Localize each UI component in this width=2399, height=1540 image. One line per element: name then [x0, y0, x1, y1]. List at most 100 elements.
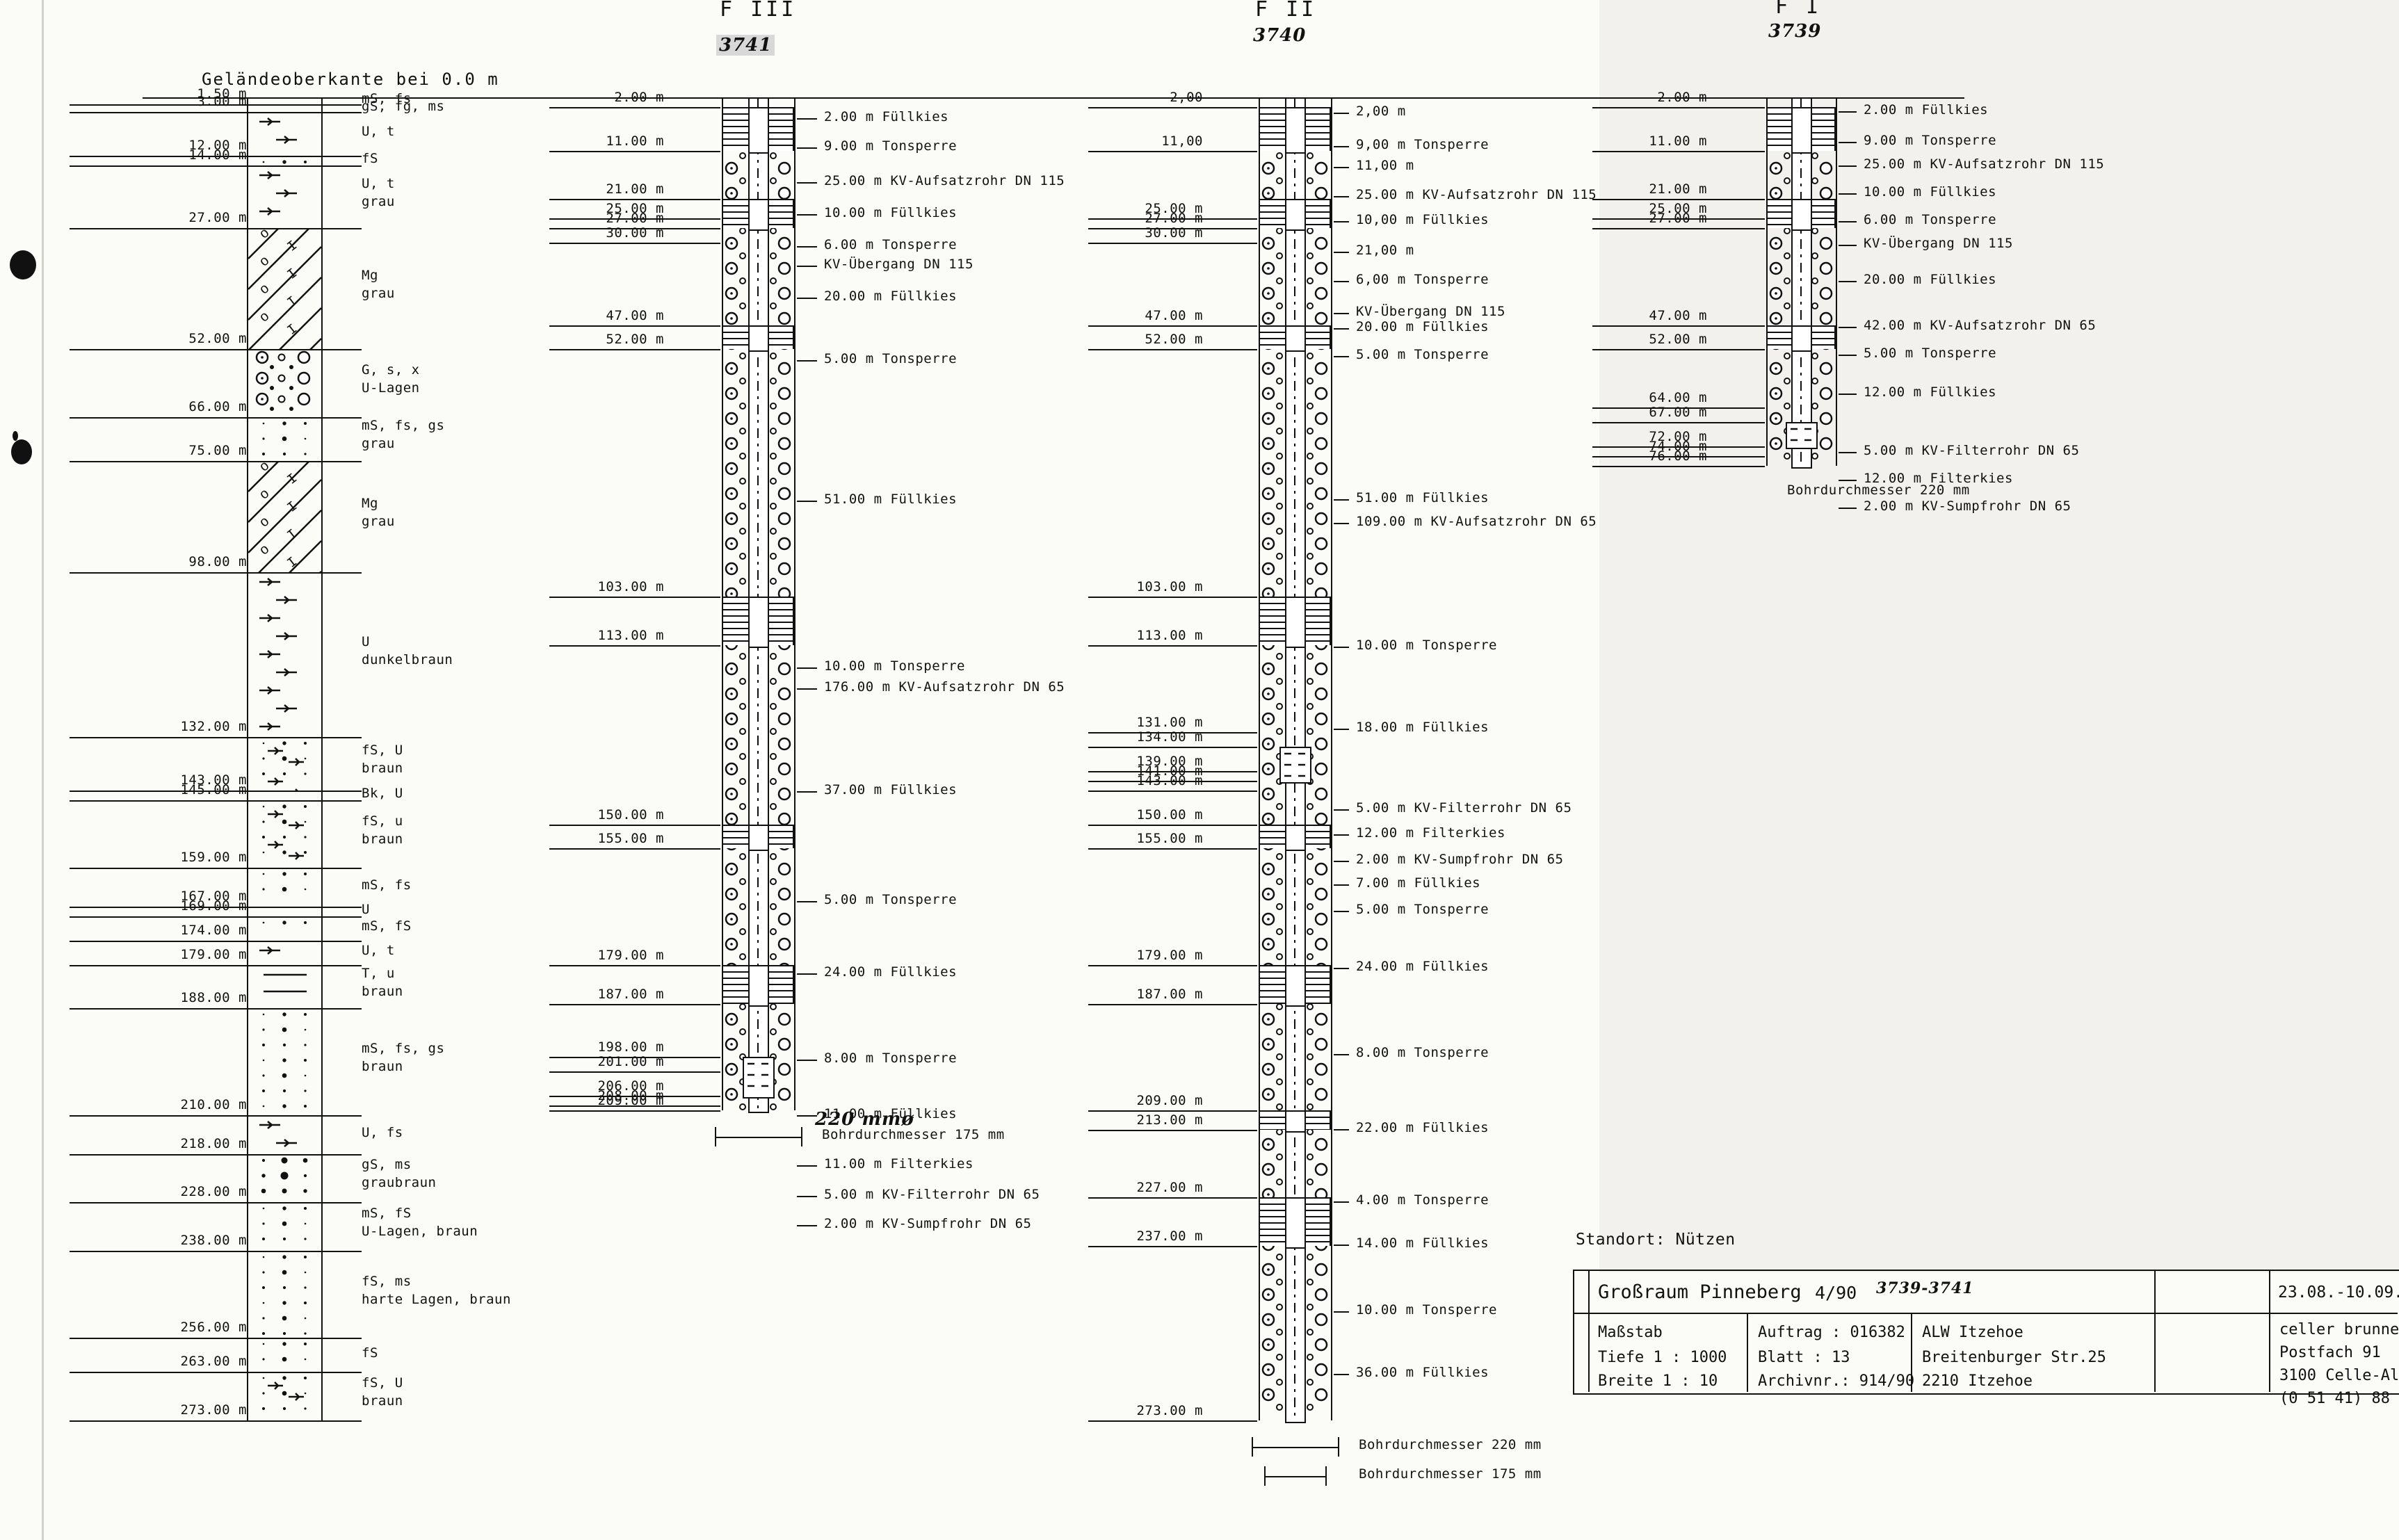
- well-callout: 2.00 m KV-Sumpfrohr DN 65: [1356, 852, 1564, 867]
- well-callout: 36.00 m Füllkies: [1356, 1365, 1489, 1380]
- well-depth-leader: [549, 1057, 720, 1059]
- well-depth-leader: [1592, 199, 1765, 201]
- litho-desc-line1: mS, fs, gs: [362, 418, 445, 434]
- well-annulus-left: [1766, 97, 1768, 466]
- callout-leader: [1334, 1245, 1349, 1246]
- lithology-depth-leader: [70, 940, 250, 942]
- well-callout: 10,00 m Füllkies: [1356, 212, 1489, 227]
- lithology-bed: [248, 1154, 321, 1203]
- well-depth-mark: 2.00 m: [614, 89, 664, 105]
- lithology-bed-boundary: [248, 800, 321, 802]
- lithology-desc-leader: [320, 460, 362, 462]
- callout-leader: [797, 182, 817, 184]
- callout-leader: [1334, 809, 1349, 811]
- titleblock-div-v0: [1588, 1270, 1590, 1392]
- well-depth-leader: [549, 106, 720, 108]
- well-depth-leader: [1592, 407, 1765, 410]
- lithology-desc-leader: [320, 916, 362, 918]
- callout-leader: [797, 1196, 817, 1197]
- lithology-bed: [248, 156, 321, 165]
- well-casing-in-seal: [748, 964, 769, 1007]
- well-callout: 109.00 m KV-Aufsatzrohr DN 65: [1356, 514, 1597, 529]
- lithology-depth-label: 14.00 m: [188, 147, 247, 163]
- well-depth-mark: 76.00 m: [1649, 448, 1707, 464]
- well-callout: 9.00 m Tonsperre: [824, 138, 958, 154]
- well-callout: 11.00 m Filterkies: [824, 1156, 974, 1172]
- svg-text:o: o: [257, 542, 273, 560]
- lithology-depth-label: 273.00 m: [180, 1402, 247, 1418]
- well-depth-leader: [1088, 1129, 1257, 1131]
- litho-desc-line2: braun: [362, 1393, 403, 1409]
- well-callout: 9,00 m Tonsperre: [1356, 137, 1489, 152]
- callout-leader: [797, 147, 817, 149]
- well-depth-mark: 2.00 m: [1657, 89, 1707, 105]
- lithology-bed-boundary: [248, 228, 321, 230]
- lithology-desc-leader: [320, 155, 362, 157]
- lithology-depth-label: 228.00 m: [180, 1184, 247, 1200]
- well-depth-mark: 150.00 m: [1136, 807, 1203, 822]
- lithology-depth-leader: [70, 1251, 250, 1253]
- well-depth-leader: [549, 848, 720, 850]
- lithology-depth-label: 188.00 m: [180, 990, 247, 1006]
- well-callout: 10.00 m Füllkies: [824, 205, 958, 220]
- lithology-depth-label: 52.00 m: [188, 331, 247, 347]
- well-depth-mark: 134.00 m: [1136, 729, 1203, 745]
- svg-text:o: o: [257, 461, 273, 476]
- well-depth-mark: 143.00 m: [1136, 772, 1203, 788]
- litho-desc-line2: braun: [362, 984, 403, 1000]
- callout-leader: [797, 501, 817, 502]
- lithology-desc-leader: [320, 964, 362, 966]
- well-title-f2: F II: [1255, 0, 1317, 22]
- svg-text:o: o: [257, 309, 273, 327]
- lithology-depth-leader: [70, 1008, 250, 1010]
- lithology-description: U: [362, 902, 370, 917]
- callout-leader: [1334, 1374, 1349, 1375]
- well-depth-mark: 131.00 m: [1136, 715, 1203, 731]
- lithology-depth-leader: [70, 572, 250, 574]
- litho-desc-line1: G, s, x: [362, 362, 420, 378]
- well-depth-leader: [549, 218, 720, 220]
- callout-leader: [1334, 729, 1349, 730]
- well-depth-mark: 103.00 m: [1136, 578, 1203, 594]
- lithology-bed: [248, 965, 321, 1009]
- project-name: Großraum Pinneberg: [1598, 1281, 1802, 1303]
- well-callout: 8.00 m Tonsperre: [824, 1051, 958, 1066]
- well-depth-mark: 206.00 m: [597, 1078, 664, 1094]
- callout-leader: [797, 1060, 817, 1061]
- diameter-note: Bohrdurchmesser 220 mm: [1787, 482, 1970, 498]
- well-callout: 25.00 m KV-Aufsatzrohr DN 115: [1864, 156, 2105, 172]
- litho-desc-line2: braun: [362, 1059, 403, 1075]
- callout-leader: [1334, 196, 1349, 197]
- lithology-depth-leader: [70, 1115, 250, 1117]
- well-depth-leader: [549, 1071, 720, 1073]
- litho-desc-line1: fS, ms: [362, 1273, 412, 1289]
- lithology-bed-boundary: [248, 790, 321, 792]
- well-depth-mark: 179.00 m: [1136, 947, 1203, 963]
- well-depth-mark: 11.00 m: [606, 133, 664, 149]
- lithology-bed-boundary: [248, 737, 321, 739]
- callout-leader: [1334, 328, 1349, 330]
- lithology-desc-leader: [320, 800, 362, 802]
- well-filter-screen: [743, 1057, 775, 1099]
- well-casing-in-seal: [1285, 325, 1306, 352]
- hand-diameter-note: 220 mmø: [815, 1108, 914, 1130]
- diameter-note: Bohrdurchmesser 175 mm: [1359, 1466, 1542, 1482]
- litho-desc-line2: grau: [362, 436, 395, 452]
- callout-leader: [1334, 356, 1349, 357]
- lithology-desc-leader: [320, 228, 362, 230]
- lithology-depth-leader: [70, 868, 250, 870]
- diameter-dimension-line: [1264, 1476, 1325, 1477]
- titleblock-outer: [1573, 1270, 2399, 1395]
- lithology-depth-label: 145.00 m: [180, 781, 247, 797]
- lithology-depth-label: 143.00 m: [180, 772, 247, 788]
- well-depth-leader: [1592, 455, 1765, 457]
- well-depth-mark: 67.00 m: [1649, 405, 1707, 421]
- well-depth-leader: [1088, 770, 1257, 772]
- well-callout: 51.00 m Füllkies: [824, 492, 958, 507]
- scan-blotch: [11, 439, 32, 464]
- contractor-line1: celler brunnenbau: [2279, 1321, 2399, 1338]
- well-callout: 5.00 m Tonsperre: [824, 351, 958, 366]
- well-callout: 51.00 m Füllkies: [1356, 490, 1489, 505]
- lithology-depth-leader: [70, 155, 250, 157]
- lithology-description: U, fs: [362, 1125, 403, 1140]
